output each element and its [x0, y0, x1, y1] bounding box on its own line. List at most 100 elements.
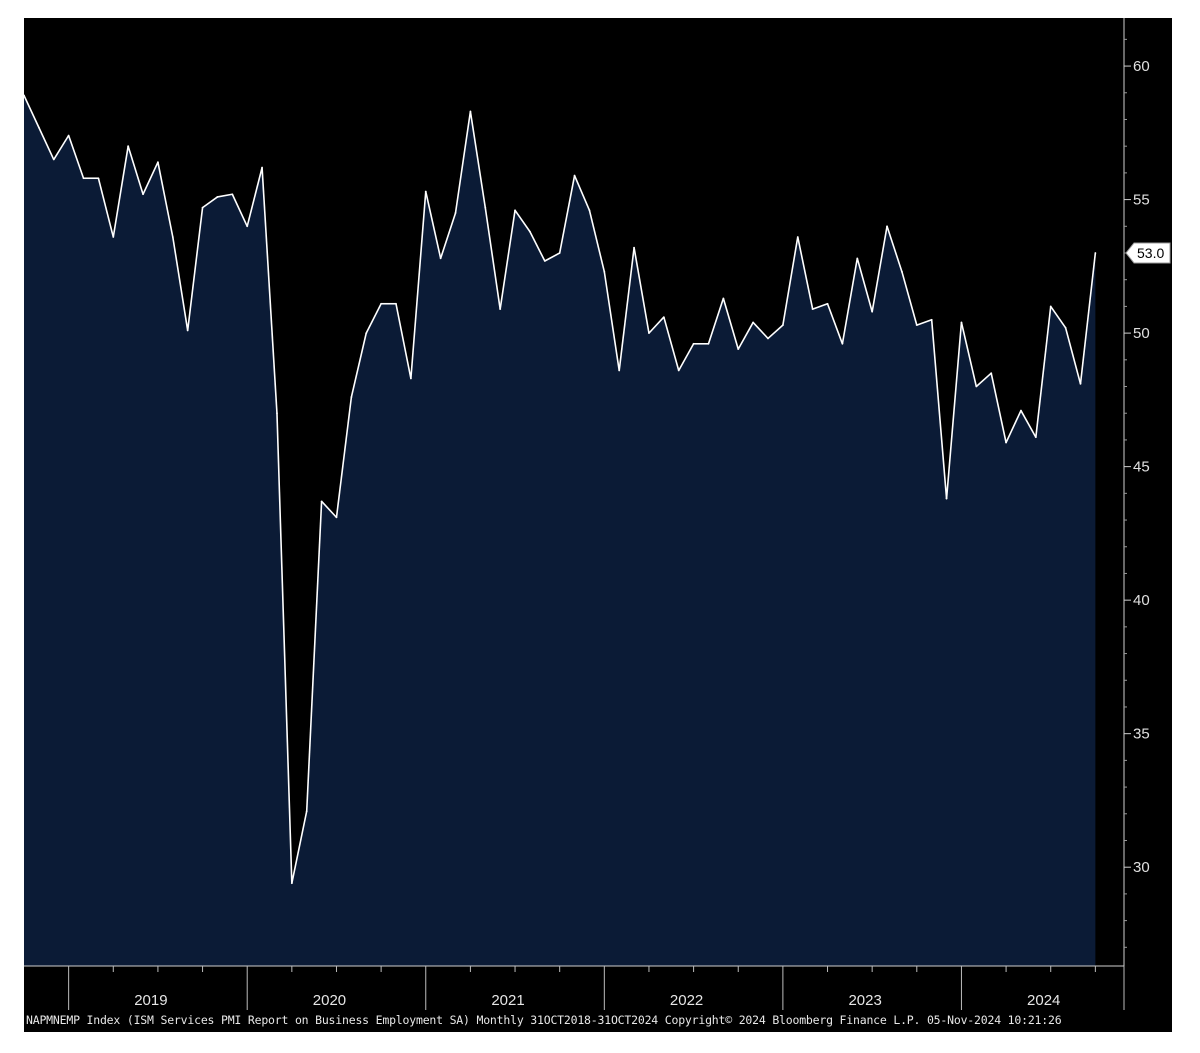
data-point: [24, 94, 25, 97]
data-point: [409, 377, 412, 380]
data-point: [886, 225, 888, 228]
series-line-segment: [573, 175, 591, 211]
y-tick-label: 55: [1133, 192, 1150, 209]
data-point: [945, 497, 948, 500]
data-point: [82, 177, 85, 180]
data-point: [37, 126, 40, 129]
data-point: [990, 372, 993, 375]
data-point: [424, 190, 427, 193]
series-line-segment: [469, 111, 487, 208]
series-line-segment: [737, 322, 754, 350]
data-point: [930, 318, 933, 321]
data-point: [633, 246, 635, 249]
series-line-segment: [945, 322, 963, 499]
data-point: [1094, 252, 1097, 254]
series-line-segment: [514, 209, 531, 233]
series-line-segment: [112, 146, 129, 238]
data-point: [841, 342, 844, 345]
data-point: [752, 321, 755, 324]
series-line-segment: [648, 316, 665, 334]
series-line-segment: [246, 167, 263, 227]
series-line-segment: [24, 95, 40, 128]
series-line-segment: [663, 316, 680, 371]
area-fill: [24, 95, 1096, 966]
data-point: [290, 882, 293, 885]
data-point: [499, 308, 502, 310]
data-point: [514, 209, 516, 212]
data-point: [856, 257, 859, 260]
x-tick-label: 2022: [670, 992, 703, 1009]
last-value-marker: 53.0: [1125, 242, 1171, 264]
data-point: [1064, 326, 1067, 329]
series-line-segment: [856, 258, 873, 312]
series-line-segment: [454, 111, 472, 214]
y-tick-label: 45: [1133, 459, 1150, 476]
data-point: [484, 206, 487, 209]
series-line-segment: [305, 501, 323, 812]
series-line-segment: [410, 191, 427, 379]
x-tick-label: 2020: [313, 992, 346, 1009]
data-point: [1034, 436, 1037, 439]
series-line-segment: [782, 236, 799, 326]
data-point: [915, 324, 918, 326]
series-line-segment: [990, 373, 1007, 443]
series-line-segment: [678, 343, 695, 371]
data-point: [335, 516, 338, 519]
series-line-segment: [424, 191, 442, 259]
chart-footer: NAPMNEMP Index (ISM Services PMI Report …: [26, 1013, 1062, 1027]
data-point: [901, 270, 903, 273]
series-line-segment: [722, 298, 740, 350]
series-line-segment: [752, 321, 769, 339]
data-point: [558, 252, 561, 254]
data-point: [826, 302, 829, 305]
series-line-segment: [975, 372, 992, 388]
data-point: [543, 260, 546, 262]
series-line-segment: [529, 231, 546, 262]
data-point: [171, 236, 174, 238]
series-line-segment: [633, 247, 650, 334]
series-line-segment: [53, 135, 70, 160]
data-point: [603, 270, 606, 273]
x-axis: 2019 2020 2021 2022 2023 2024: [24, 965, 1125, 1010]
series-line-segment: [871, 226, 888, 312]
series-line-segment: [767, 324, 784, 340]
series-line-segment: [796, 236, 814, 310]
y-tick-label: 40: [1133, 592, 1150, 609]
series-line-segment: [142, 161, 159, 195]
series-line-segment: [1005, 410, 1022, 443]
data-point: [365, 332, 368, 335]
data-point: [692, 342, 695, 345]
series-line-segment: [916, 319, 932, 326]
data-point: [157, 161, 159, 164]
data-point: [395, 302, 397, 305]
data-point: [52, 158, 55, 161]
y-tick-label: 30: [1133, 859, 1150, 876]
data-point: [588, 209, 591, 212]
data-point: [871, 310, 874, 313]
data-point: [722, 297, 725, 300]
data-point: [186, 329, 189, 332]
series-line-segment: [38, 127, 55, 160]
data-point: [1049, 305, 1052, 308]
series-line-segment: [321, 500, 338, 518]
series-line-segment: [484, 207, 501, 310]
x-tick-label: 2023: [848, 992, 881, 1009]
chart-frame: 30 35 40 45 50 55 60 2019 2020 2021 2022 2023 2024 …: [24, 18, 1172, 1032]
data-point: [781, 324, 784, 326]
data-point: [707, 342, 710, 345]
data-point: [231, 193, 234, 196]
series-line-segment: [365, 303, 382, 334]
series-line-segment: [261, 167, 278, 414]
data-point: [469, 110, 472, 113]
data-point: [811, 308, 814, 310]
data-point: [767, 337, 769, 340]
series-line-segment: [558, 175, 576, 254]
data-point: [380, 302, 383, 305]
y-tick-label: 60: [1133, 58, 1150, 75]
data-point: [201, 206, 204, 209]
series-line-segment: [291, 810, 308, 884]
data-point: [320, 500, 323, 503]
series-line-segment: [395, 303, 412, 379]
series-line-segment: [707, 298, 725, 345]
data-point: [573, 174, 576, 177]
